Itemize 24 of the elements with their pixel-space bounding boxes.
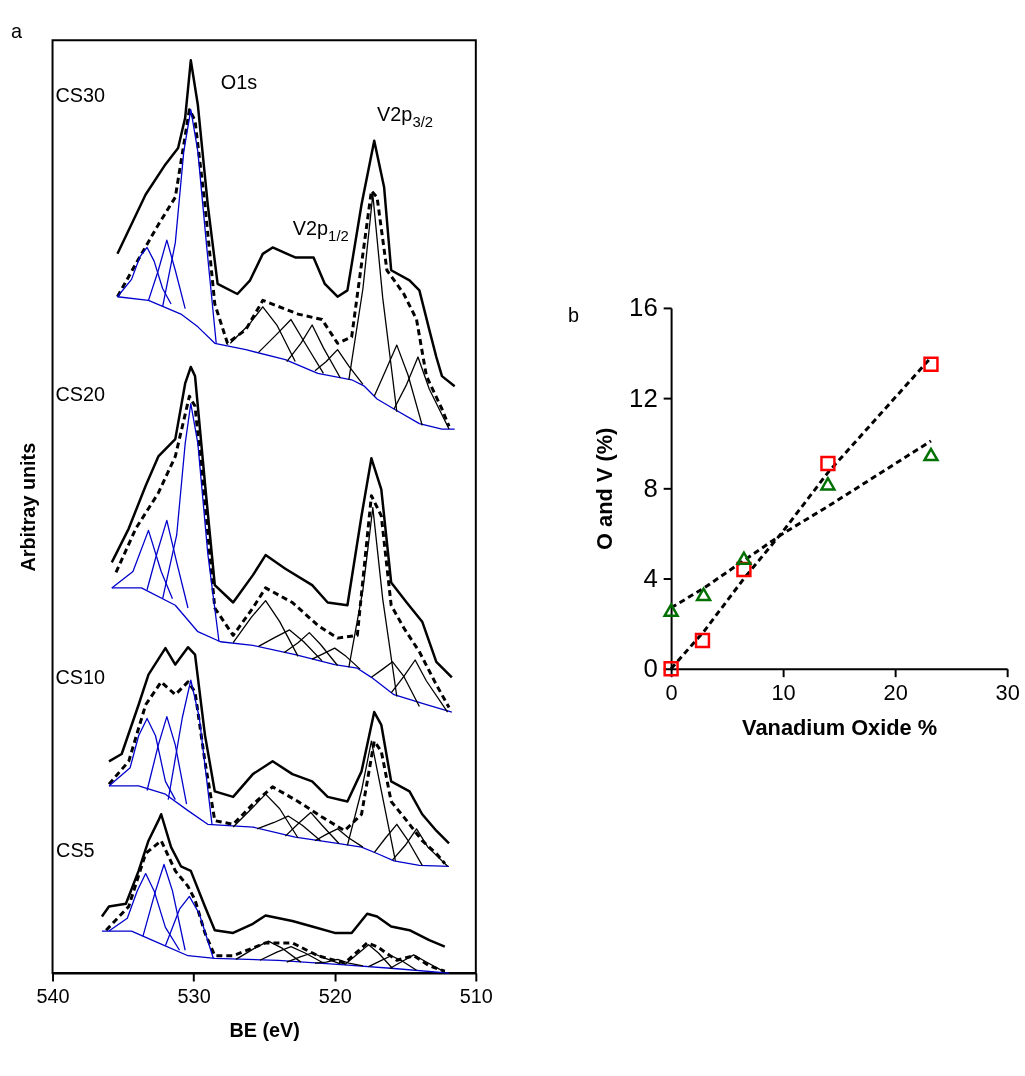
annotation: CS5 bbox=[56, 839, 95, 862]
x-axis-title: Vanadium Oxide % bbox=[742, 714, 938, 740]
x-tick-label: 520 bbox=[318, 985, 352, 1008]
annotation: CS30 bbox=[55, 83, 106, 106]
x-tick-label: 510 bbox=[459, 985, 493, 1008]
text: a bbox=[10, 20, 23, 43]
y-axis-title: O and V (%) bbox=[592, 427, 618, 550]
x-tick-label: 530 bbox=[177, 985, 211, 1008]
annotation: O1s bbox=[220, 70, 258, 93]
y-tick-label: 4 bbox=[643, 563, 658, 592]
y-tick-label: 12 bbox=[629, 383, 658, 412]
y-tick-label: 0 bbox=[643, 654, 658, 683]
y-tick-label: 8 bbox=[643, 473, 658, 502]
annotation: CS10 bbox=[55, 665, 106, 688]
x-tick-label: 30 bbox=[995, 679, 1020, 705]
x-tick-label: 0 bbox=[665, 679, 678, 705]
annotation: CS20 bbox=[55, 383, 106, 406]
text: b bbox=[568, 303, 580, 326]
x-tick-label: 540 bbox=[36, 985, 70, 1008]
y-axis-title: Arbitray units bbox=[17, 442, 40, 572]
x-axis-title: BE (eV) bbox=[229, 1019, 300, 1042]
x-tick-label: 20 bbox=[883, 679, 908, 705]
x-tick-label: 10 bbox=[771, 679, 796, 705]
y-tick-label: 16 bbox=[629, 293, 658, 322]
